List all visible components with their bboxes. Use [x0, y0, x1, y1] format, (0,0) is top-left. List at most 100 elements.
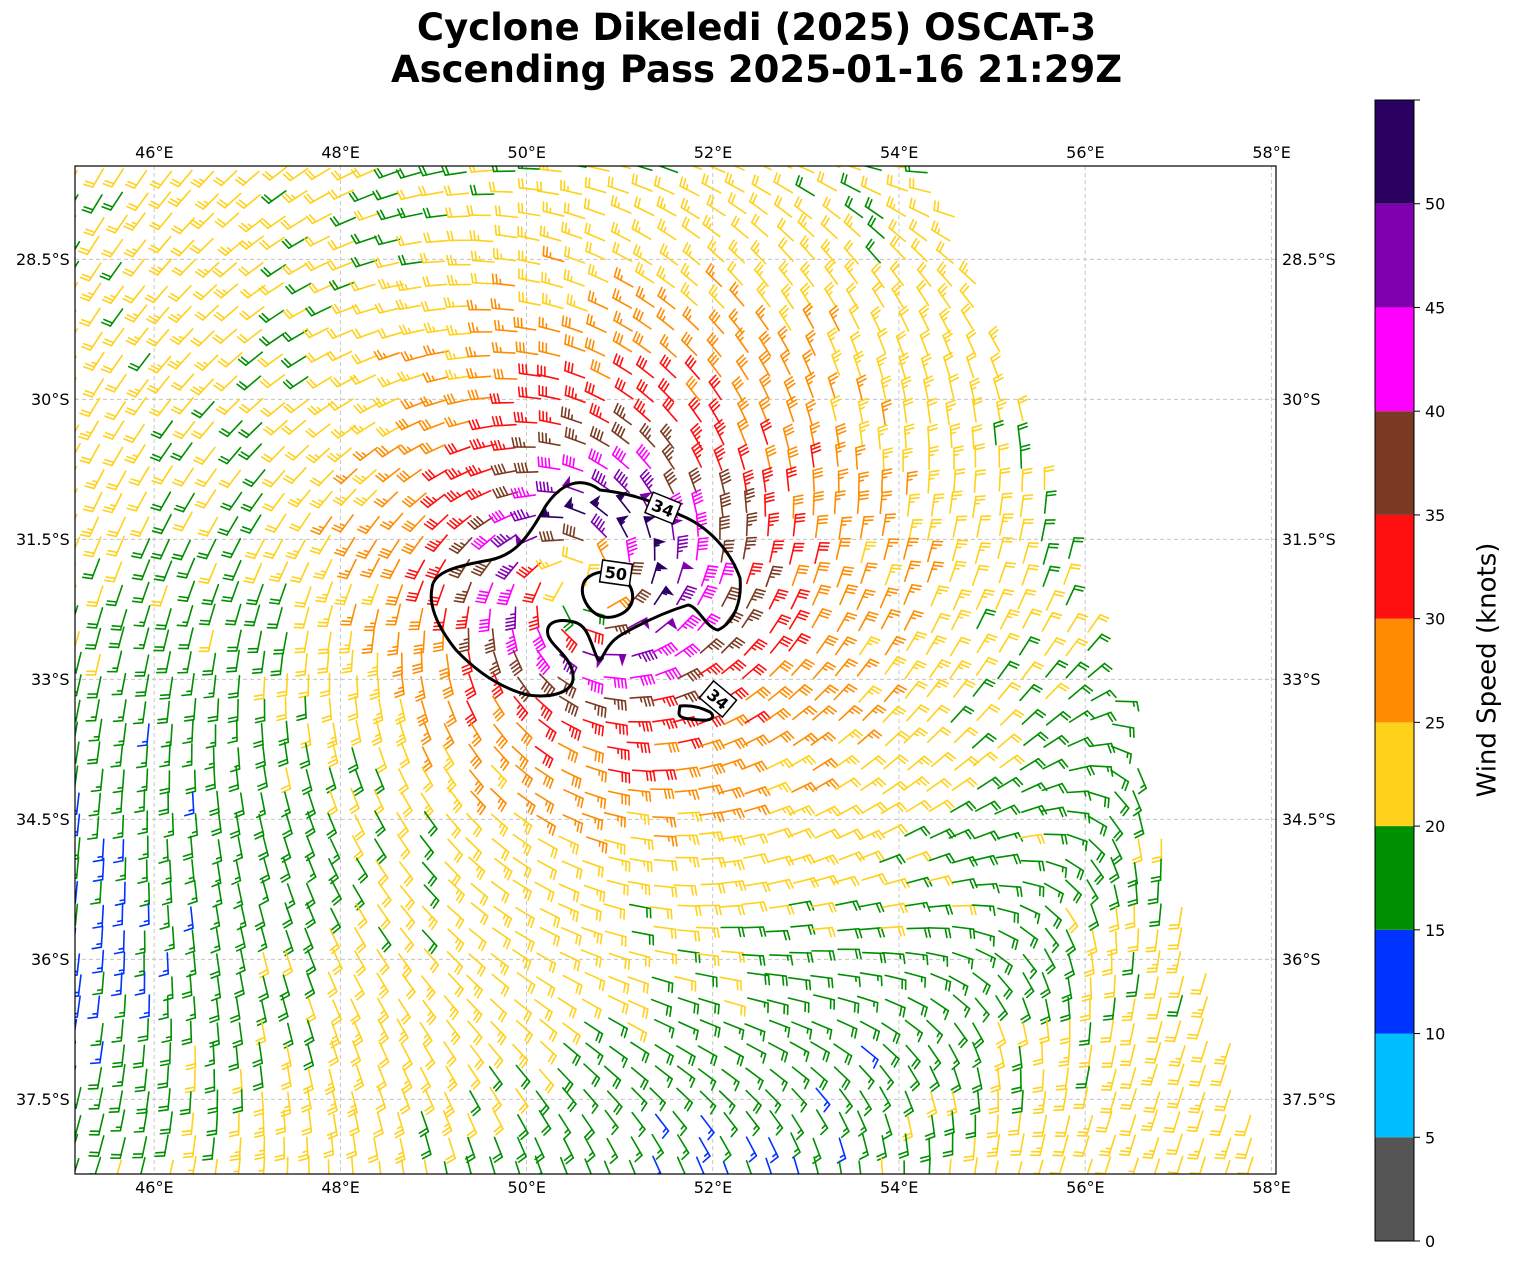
- wind-barb: [294, 630, 309, 654]
- wind-barb: [776, 217, 794, 242]
- wind-barb: [731, 215, 749, 239]
- wind-barb: [184, 1068, 196, 1094]
- wind-barb: [159, 1041, 172, 1067]
- wind-barb: [518, 291, 541, 306]
- wind-barb: [1078, 1044, 1093, 1068]
- wind-barb: [830, 395, 841, 422]
- wind-barb: [1110, 769, 1130, 792]
- wind-barb: [88, 1087, 104, 1110]
- wind-barb: [425, 559, 447, 579]
- wind-barb: [493, 368, 518, 380]
- wind-barb: [232, 836, 244, 862]
- wind-barb: [470, 902, 489, 926]
- wind-barb: [226, 629, 242, 652]
- wind-barb: [583, 1136, 596, 1163]
- wind-barb: [812, 561, 831, 584]
- wind-barb: [158, 952, 170, 978]
- wind-barb: [654, 1065, 673, 1089]
- wind-barb: [253, 1091, 265, 1117]
- wind-barb: [206, 1112, 219, 1137]
- wind-barb: [719, 515, 730, 540]
- wind-barb: [1045, 590, 1066, 611]
- axis-tick-label: 28.5°S: [16, 249, 70, 269]
- wind-barb: [632, 307, 652, 330]
- wind-barb: [794, 196, 813, 220]
- wind-barb: [154, 1134, 169, 1158]
- contour-34kt-small: [677, 704, 715, 722]
- wind-barb: [721, 737, 748, 750]
- wind-barb: [538, 341, 561, 357]
- wind-barb: [375, 859, 389, 886]
- wind-barb: [397, 254, 424, 266]
- wind-barb: [586, 836, 608, 854]
- wind-barb: [697, 1068, 717, 1091]
- wind-barb: [446, 1019, 461, 1046]
- wind-barb: [691, 441, 704, 468]
- wind-barb: [185, 996, 197, 1022]
- wind-barb: [1065, 879, 1082, 904]
- wind-barb: [635, 166, 653, 172]
- wind-barb: [423, 1159, 428, 1174]
- wind-barb: [857, 397, 869, 424]
- wind-barb: [1153, 1158, 1161, 1174]
- wind-barb: [792, 732, 819, 746]
- wind-barb: [444, 369, 471, 381]
- wind-barb: [927, 423, 938, 449]
- wind-barb: [282, 950, 293, 977]
- wind-barb: [880, 801, 907, 815]
- wind-barb: [1018, 636, 1041, 656]
- wind-barb: [505, 606, 517, 631]
- wind-barb: [736, 417, 749, 444]
- wind-barb: [112, 838, 125, 864]
- wind-barb: [212, 262, 238, 278]
- wind-barb: [106, 516, 126, 538]
- wind-barb: [1122, 1157, 1139, 1174]
- wind-barb: [1146, 950, 1161, 973]
- wind-barb: [787, 997, 810, 1014]
- wind-barb: [971, 424, 983, 450]
- wind-barb: [194, 489, 217, 509]
- wind-barb: [254, 698, 266, 724]
- wind-barb: [926, 1019, 944, 1044]
- wind-barb: [994, 1160, 999, 1174]
- wind-barb: [79, 307, 101, 327]
- wind-barb: [1167, 1155, 1184, 1174]
- wind-barb: [557, 742, 579, 763]
- wind-barb: [123, 423, 145, 444]
- wind-barb: [446, 274, 472, 286]
- wind-barb: [812, 854, 839, 866]
- wind-barb: [1075, 1066, 1091, 1089]
- wind-barb: [170, 396, 195, 415]
- wind-barb: [421, 905, 438, 931]
- wind-barb: [259, 236, 285, 250]
- wind-barb: [280, 355, 307, 369]
- wind-barb: [858, 685, 883, 703]
- wind-barb: [75, 605, 79, 617]
- wind-barb: [515, 1088, 529, 1114]
- wind-barb: [586, 313, 607, 333]
- wind-barb: [948, 975, 969, 997]
- wind-barb: [564, 426, 586, 445]
- wind-barb: [657, 166, 679, 174]
- wind-barb: [212, 881, 223, 908]
- colorbar-label: Wind Speed (knots): [1471, 542, 1502, 798]
- wind-barb: [375, 424, 403, 437]
- wind-barb: [627, 880, 651, 896]
- wind-barb: [201, 583, 220, 606]
- wind-barb: [858, 611, 879, 632]
- wind-barb: [1045, 860, 1068, 879]
- wind-barb: [204, 1068, 216, 1094]
- wind-barb: [1021, 804, 1048, 816]
- wind-barb: [91, 949, 105, 974]
- wind-barb: [422, 999, 437, 1026]
- wind-barb: [126, 192, 149, 212]
- wind-barb: [517, 386, 542, 400]
- wind-barb: [882, 1113, 893, 1140]
- axis-tick-label: 36°S: [1282, 949, 1321, 969]
- wind-barb: [812, 661, 837, 680]
- wind-barb: [190, 421, 215, 439]
- wind-barb: [969, 1089, 981, 1115]
- wind-barb: [111, 1063, 126, 1088]
- wind-barb: [149, 442, 172, 462]
- wind-barb: [181, 1112, 195, 1137]
